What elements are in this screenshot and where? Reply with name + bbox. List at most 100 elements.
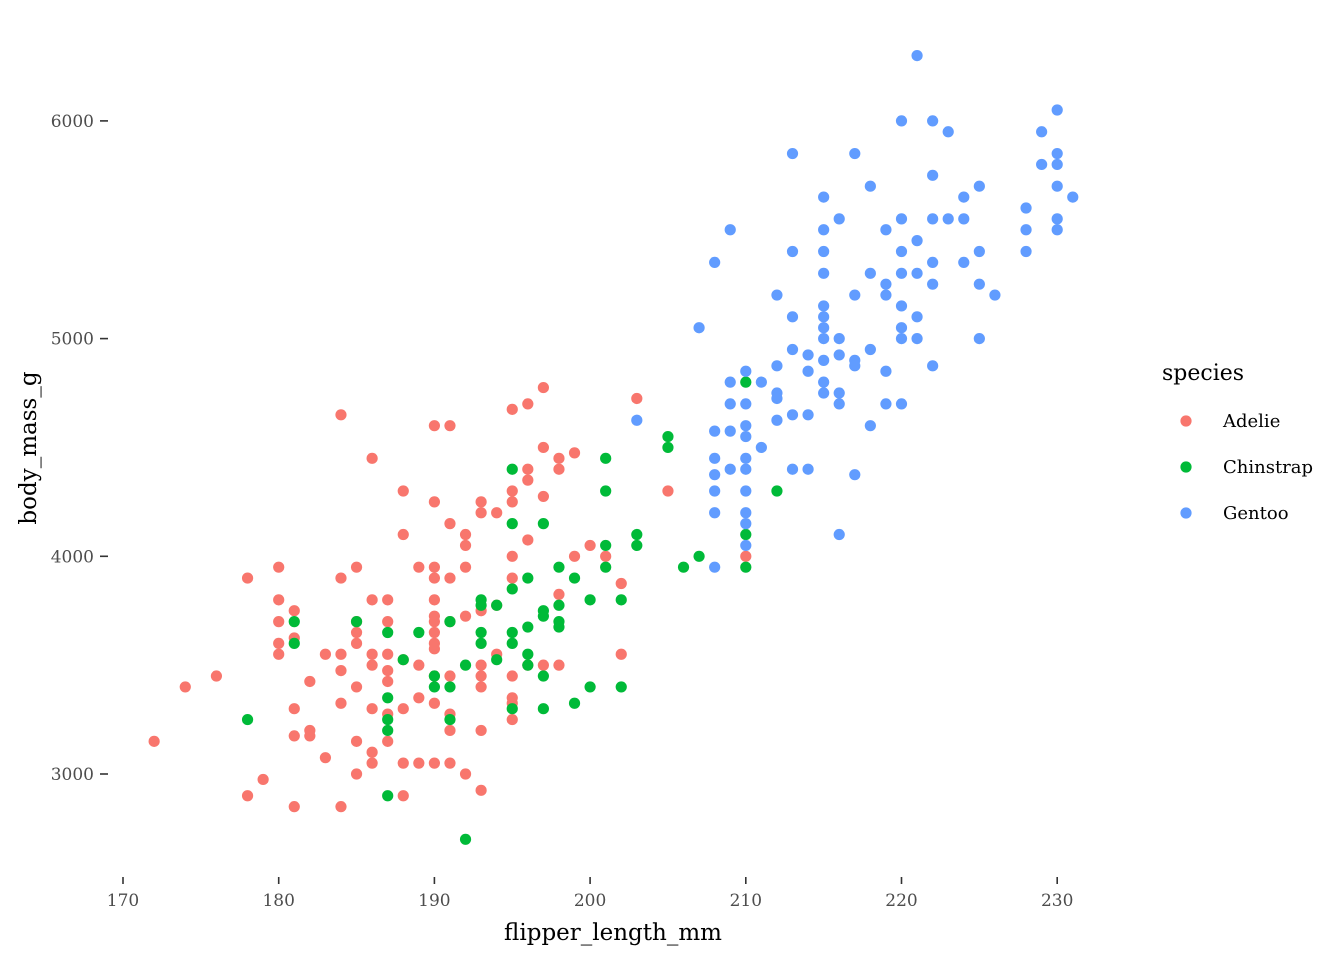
data-point-chinstrap <box>241 713 254 726</box>
data-point-gentoo <box>911 311 923 323</box>
data-point-adelie <box>568 550 581 562</box>
data-point-gentoo <box>927 169 939 181</box>
data-point-adelie <box>428 572 440 584</box>
x-tick-label: 220 <box>885 891 917 911</box>
data-point-gentoo <box>911 235 923 247</box>
data-point-gentoo <box>818 245 830 258</box>
data-point-gentoo <box>895 115 908 127</box>
data-point-gentoo <box>755 441 767 454</box>
data-point-gentoo <box>927 360 939 372</box>
data-point-gentoo <box>818 267 830 279</box>
data-point-adelie <box>273 594 285 606</box>
data-point-gentoo <box>833 333 845 345</box>
data-point-adelie <box>366 746 378 758</box>
data-point-adelie <box>397 485 409 497</box>
legend-key-chinstrap <box>1180 461 1192 473</box>
data-point-adelie <box>553 452 565 464</box>
data-point-gentoo <box>709 425 721 437</box>
data-point-adelie <box>350 768 363 780</box>
data-point-adelie <box>273 616 285 628</box>
data-point-chinstrap <box>662 441 674 454</box>
legend-key-gentoo <box>1180 507 1192 519</box>
data-point-gentoo <box>864 267 876 279</box>
data-point-adelie <box>319 648 332 660</box>
data-point-gentoo <box>709 507 721 519</box>
data-point-gentoo <box>942 213 954 225</box>
data-point-chinstrap <box>413 626 425 639</box>
data-point-gentoo <box>1051 224 1063 236</box>
legend-title: species <box>1162 361 1244 386</box>
data-point-chinstrap <box>600 485 612 497</box>
data-point-gentoo <box>958 191 970 203</box>
y-tick-label: 4000 <box>51 547 94 567</box>
data-point-gentoo <box>818 300 830 312</box>
data-point-gentoo <box>802 365 814 377</box>
data-point-gentoo <box>927 213 939 225</box>
data-point-chinstrap <box>537 670 549 682</box>
x-tick-label: 190 <box>418 891 450 911</box>
data-point-adelie <box>584 539 596 552</box>
data-point-gentoo <box>740 518 752 530</box>
data-point-gentoo <box>631 414 643 426</box>
data-point-chinstrap <box>522 659 534 671</box>
data-point-chinstrap <box>771 485 783 497</box>
data-point-gentoo <box>818 376 830 388</box>
data-point-chinstrap <box>475 637 487 649</box>
data-point-gentoo <box>958 256 970 269</box>
data-point-gentoo <box>740 420 752 432</box>
data-point-gentoo <box>1036 158 1048 171</box>
data-point-gentoo <box>1051 213 1063 225</box>
data-point-adelie <box>506 670 518 682</box>
data-point-gentoo <box>740 365 752 377</box>
data-point-gentoo <box>709 256 721 269</box>
data-point-adelie <box>444 724 456 737</box>
data-point-adelie <box>631 392 643 405</box>
x-axis: 170 180 190 200 210 220 230 <box>107 877 1073 911</box>
data-point-gentoo <box>833 349 845 361</box>
data-point-gentoo <box>833 387 845 399</box>
data-point-adelie <box>475 507 487 519</box>
data-point-chinstrap <box>522 648 534 660</box>
data-point-adelie <box>553 588 565 600</box>
data-point-adelie <box>475 681 487 693</box>
data-point-adelie <box>397 703 409 715</box>
data-point-gentoo <box>771 392 783 405</box>
data-point-chinstrap <box>615 681 627 693</box>
data-point-gentoo <box>880 278 892 290</box>
data-point-adelie <box>413 561 425 573</box>
data-point-adelie <box>210 670 223 682</box>
data-point-adelie <box>179 681 191 693</box>
x-axis-title: flipper_length_mm <box>504 920 722 946</box>
x-tick-label: 230 <box>1041 891 1073 911</box>
data-point-gentoo <box>818 224 830 236</box>
data-point-gentoo <box>771 289 783 301</box>
data-point-chinstrap <box>428 670 440 682</box>
data-point-adelie <box>444 572 456 584</box>
data-point-chinstrap <box>459 659 472 671</box>
data-point-gentoo <box>880 289 892 301</box>
data-point-adelie <box>428 757 440 769</box>
data-point-gentoo <box>864 343 876 356</box>
data-point-chinstrap <box>382 626 394 639</box>
data-point-chinstrap <box>444 616 456 628</box>
data-point-gentoo <box>864 180 876 192</box>
data-points <box>148 49 1079 845</box>
y-tick-label: 6000 <box>51 112 94 132</box>
data-point-gentoo <box>895 245 908 258</box>
data-point-gentoo <box>818 333 830 345</box>
data-point-adelie <box>553 659 565 671</box>
data-point-gentoo <box>802 463 814 475</box>
data-point-adelie <box>382 594 394 606</box>
data-point-adelie <box>428 496 440 508</box>
data-point-gentoo <box>1020 224 1032 236</box>
data-point-adelie <box>366 757 378 769</box>
data-point-gentoo <box>895 300 908 312</box>
data-point-adelie <box>366 648 378 660</box>
data-point-adelie <box>335 697 347 709</box>
data-point-gentoo <box>818 387 830 399</box>
data-point-gentoo <box>818 354 830 366</box>
data-point-chinstrap <box>382 713 394 726</box>
data-point-adelie <box>615 648 627 660</box>
data-point-gentoo <box>740 452 752 464</box>
data-point-chinstrap <box>506 626 518 639</box>
